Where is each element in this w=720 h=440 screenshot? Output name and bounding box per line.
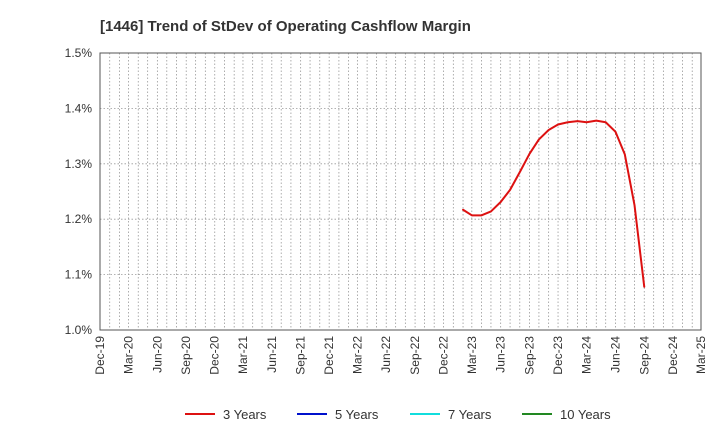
chart-title: [1446] Trend of StDev of Operating Cashf…: [100, 18, 471, 35]
legend: 3 Years 5 Years 7 Years 10 Years: [185, 407, 611, 422]
x-tick-label: Dec-19: [93, 336, 107, 375]
x-tick-label: Dec-24: [666, 336, 680, 375]
x-tick-label: Mar-25: [694, 336, 708, 374]
x-tick-label: Mar-24: [580, 336, 594, 374]
x-tick-label: Jun-22: [379, 336, 393, 373]
x-tick-label: Jun-21: [265, 336, 279, 373]
x-tick-label: Jun-23: [494, 336, 508, 373]
series-layer: [462, 119, 646, 288]
x-tick-label: Sep-24: [637, 336, 651, 375]
y-tick-label: 1.1%: [65, 268, 93, 282]
x-tick-label: Mar-21: [236, 336, 250, 374]
x-axis: Dec-19 Mar-20 Jun-20 Sep-20 Dec-20 Mar-21 Jun-…: [93, 336, 708, 375]
legend-label-3-years: 3 Years: [223, 407, 267, 422]
x-tick-label: Sep-23: [523, 336, 537, 375]
y-tick-label: 1.0%: [65, 323, 93, 337]
x-tick-label: Dec-23: [551, 336, 565, 375]
legend-label-10-years: 10 Years: [560, 407, 611, 422]
y-tick-label: 1.4%: [65, 101, 93, 115]
x-tick-label: Jun-24: [608, 336, 622, 373]
plot-area-frame: [99, 52, 702, 331]
x-tick-label: Dec-20: [208, 336, 222, 375]
y-tick-label: 1.5%: [65, 46, 93, 60]
x-tick-label: Sep-22: [408, 336, 422, 375]
series-line-3-years: [462, 119, 646, 288]
legend-label-5-years: 5 Years: [335, 407, 379, 422]
grid: [99, 52, 702, 331]
x-tick-label: Dec-21: [322, 336, 336, 375]
x-tick-label: Dec-22: [437, 336, 451, 375]
x-tick-label: Mar-23: [465, 336, 479, 374]
legend-label-7-years: 7 Years: [448, 407, 492, 422]
y-tick-label: 1.2%: [65, 212, 93, 226]
x-tick-label: Mar-22: [350, 336, 364, 374]
x-tick-label: Mar-20: [122, 336, 136, 374]
y-axis: 1.0% 1.1% 1.2% 1.3% 1.4% 1.5%: [65, 46, 93, 337]
x-tick-label: Jun-20: [150, 336, 164, 373]
x-tick-label: Sep-20: [179, 336, 193, 375]
x-tick-label: Sep-21: [294, 336, 308, 375]
y-tick-label: 1.3%: [65, 157, 93, 171]
